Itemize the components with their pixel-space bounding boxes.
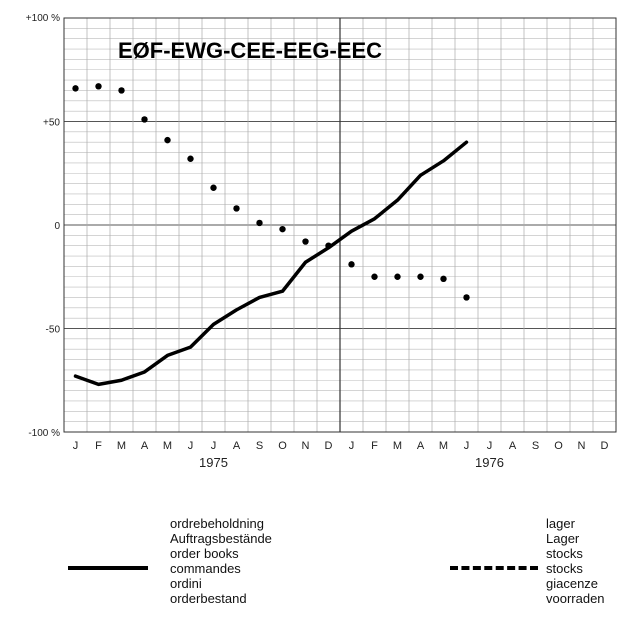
y-tick-label: +100 % [26,13,60,24]
data-point-stocks [210,184,217,191]
data-point-stocks [141,116,148,123]
data-point-stocks [118,87,125,94]
data-point-stocks [164,136,171,144]
x-tick-label: N [302,440,310,452]
legend-stocks: lager Lager stocks stocks giacenze voorr… [546,516,605,606]
legend-label: order books [170,546,239,561]
data-point-stocks [417,273,424,280]
x-tick-label: D [325,440,333,452]
y-tick-label: -100 % [28,428,60,439]
legend-label: orderbestand [170,591,247,606]
grid [63,17,617,433]
legend-label: Lager [546,531,580,546]
x-tick-label: O [554,440,563,452]
legend-label: stocks [546,546,583,561]
y-tick-label: +50 [43,118,60,129]
x-tick-label: S [532,440,539,452]
data-point-stocks [394,273,401,280]
legend-label: commandes [170,561,241,576]
legend-stocks-line [450,566,538,570]
data-point-stocks [72,85,79,92]
x-tick-label: A [509,440,517,452]
x-tick-label: J [349,440,355,452]
x-tick-label: M [439,440,448,452]
series-line-order-books [73,140,469,387]
y-axis-ticks: +100 % +50 0 -50 -100 % [26,13,61,439]
plot-frame [63,17,617,433]
legend-label: giacenze [546,576,599,591]
data-point-stocks [325,242,332,249]
legend-label: ordini [170,576,202,591]
legend-label: stocks [546,561,583,576]
y-tick-label: 0 [54,221,60,232]
data-point-stocks [233,205,240,212]
x-tick-label: J [73,440,79,452]
x-tick-label: D [601,440,609,452]
x-tick-label: F [95,440,102,452]
x-tick-label: J [464,440,470,452]
x-axis-ticks: J F M A M J J A S O N D J F M A M J J A S O N D 1975 1976 [73,440,609,470]
data-point-stocks [440,275,447,283]
year-label: 1976 [475,455,504,470]
data-point-stocks [371,273,378,280]
data-point-stocks [302,238,309,245]
x-tick-label: A [417,440,425,452]
x-tick-label: O [278,440,287,452]
x-tick-label: J [487,440,493,452]
data-point-stocks [256,219,263,227]
data-point-stocks [279,225,286,233]
x-tick-label: J [211,440,217,452]
x-tick-label: N [578,440,586,452]
data-point-stocks [95,83,102,90]
legend-label: voorraden [546,591,605,606]
data-point-stocks [463,294,470,301]
legend-order-books: ordrebeholdning Auftragsbestände order b… [170,516,272,606]
x-tick-label: M [117,440,126,452]
x-tick-label: F [371,440,378,452]
x-tick-label: J [188,440,194,452]
x-tick-label: S [256,440,263,452]
year-label: 1975 [199,455,228,470]
x-tick-label: M [393,440,402,452]
axes [63,17,617,433]
x-tick-label: M [163,440,172,452]
legend-order-books-line [68,566,148,570]
series-layer [72,83,470,387]
x-tick-label: A [141,440,149,452]
legend-label: ordrebeholdning [170,516,264,531]
chart-title: EØF-EWG-CEE-EEG-EEC [118,38,382,63]
y-tick-label: -50 [46,325,61,336]
legend-label: Auftragsbestände [170,531,272,546]
legend-label: lager [546,516,575,531]
data-point-stocks [348,261,355,268]
data-point-stocks [187,155,194,162]
x-tick-label: A [233,440,241,452]
